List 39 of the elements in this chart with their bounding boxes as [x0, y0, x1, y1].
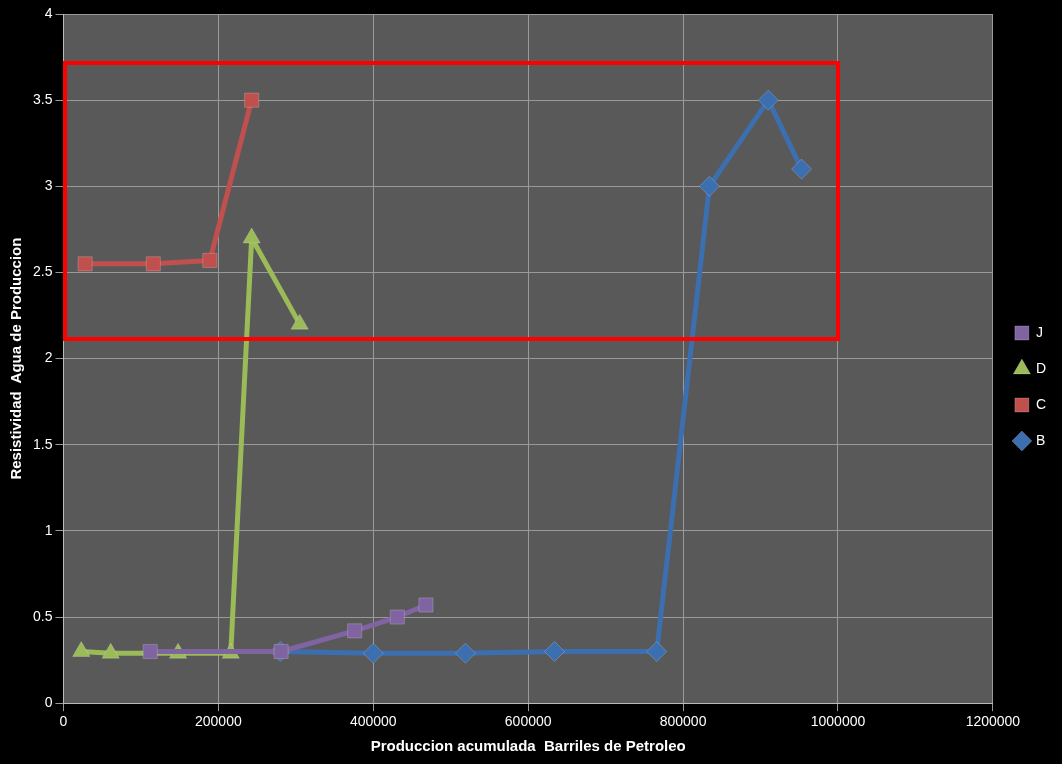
point — [757, 89, 779, 111]
x-tick-label: 200000 — [195, 713, 242, 730]
point — [544, 641, 566, 663]
legend-label: D — [1035, 359, 1047, 376]
y-tick-label: 2.5 — [32, 263, 53, 280]
legend-label: J — [1035, 323, 1043, 340]
y-tick-label: 3.5 — [32, 91, 53, 108]
point — [791, 158, 813, 180]
y-tick-label: 0 — [44, 694, 53, 711]
x-tick-label: 400000 — [349, 713, 397, 730]
point — [418, 597, 434, 613]
point — [72, 641, 91, 658]
point — [454, 642, 476, 664]
y-tick-label: 0.5 — [32, 607, 53, 624]
x-tick-label: 600000 — [504, 713, 552, 730]
point — [145, 256, 161, 272]
x-tick-label: 1000000 — [810, 713, 866, 730]
y-tick-label: 1 — [44, 521, 53, 538]
y-tick-label: 1.5 — [32, 435, 53, 452]
x-axis-title: Produccion acumulada Barriles de Petroleo — [370, 737, 686, 755]
x-tick-label: 0 — [59, 713, 68, 730]
point — [389, 609, 405, 625]
point — [362, 642, 384, 664]
point — [142, 643, 158, 660]
point — [698, 175, 720, 197]
y-axis-title: Resistividad Agua de Produccion — [7, 237, 25, 480]
point — [77, 256, 93, 272]
y-tick-label: 2 — [44, 349, 53, 366]
point — [202, 252, 218, 268]
y-tick-label: 4 — [44, 4, 53, 21]
legend-label: C — [1035, 395, 1047, 412]
point — [347, 623, 363, 639]
x-tick-label: 800000 — [659, 713, 707, 730]
legend-label: B — [1035, 431, 1046, 448]
point — [273, 643, 289, 660]
point — [646, 641, 668, 663]
y-tick-label: 3 — [44, 177, 53, 194]
point — [244, 92, 260, 108]
x-tick-label: 1200000 — [965, 713, 1021, 730]
